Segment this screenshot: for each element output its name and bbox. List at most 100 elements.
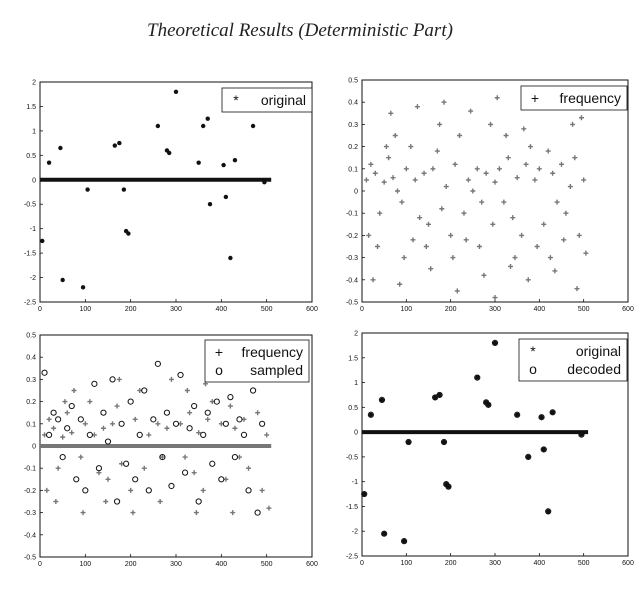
data-point [486,402,491,408]
data-point [541,447,546,452]
data-point [432,395,438,400]
data-point [439,206,445,212]
data-point [195,498,202,505]
data-point [227,394,234,401]
y-tick-label: 0.1 [348,166,358,173]
y-tick-label: 2 [32,80,36,87]
data-point [527,144,533,150]
data-point [491,339,499,347]
data-point [157,499,163,504]
y-tick-label: 0.4 [348,100,358,107]
data-point [406,439,411,445]
data-point [254,509,261,516]
data-point [410,237,416,243]
x-tick-label: 400 [215,561,227,568]
data-point [405,438,412,446]
data-point [476,244,482,249]
data-point [539,415,544,420]
data-point [536,166,542,172]
data-point [474,374,481,381]
data-point [505,155,511,161]
data-point [514,412,520,417]
data-point [250,123,256,129]
data-point [130,510,136,516]
y-tick-label: -0.2 [346,233,358,240]
data-point [95,465,103,472]
legend: + frequency [520,85,628,111]
data-point [44,487,50,493]
data-point [362,491,367,497]
data-point [201,123,206,129]
legend: + frequency o sampled [204,339,310,383]
data-point [494,95,500,101]
data-point [207,202,213,207]
data-point [525,453,532,460]
data-point [578,115,584,121]
data-point [567,184,573,190]
data-point [46,160,52,165]
data-point [581,177,587,183]
data-point [112,143,118,148]
y-tick-label: -0.3 [24,510,36,517]
series-frequency [40,376,272,516]
data-point [264,432,270,438]
data-point [441,439,447,445]
data-point [383,144,389,150]
data-point [62,399,68,405]
y-tick-label: -0.1 [346,211,358,218]
y-tick-label: 0.3 [26,377,36,384]
legend-box [204,339,310,383]
data-point [550,170,556,176]
data-point [78,454,84,460]
data-point [87,399,93,405]
x-tick-label: 0 [360,560,364,567]
data-point [401,255,407,261]
y-tick-label: -2.5 [346,554,358,561]
data-point [514,175,520,181]
y-tick-label: 0.5 [348,78,358,85]
data-point [434,148,440,154]
data-point [468,108,474,114]
data-point [60,434,66,440]
y-tick-label: 1.5 [348,355,358,362]
data-point [446,484,451,489]
legend-label: sampled [250,362,303,378]
x-tick-label: 300 [170,306,182,313]
legend-symbol: o [529,361,537,377]
data-point [168,376,174,382]
data-point [574,286,580,292]
data-point [259,487,265,493]
x-tick-label: 600 [622,560,634,567]
data-point [64,410,70,416]
data-point [200,431,207,438]
data-point [437,121,443,127]
data-point [552,268,558,274]
legend-label: original [261,92,306,108]
data-point [550,410,555,415]
y-tick-label: -0.5 [24,202,36,209]
x-tick-label: 500 [261,306,273,313]
data-point [159,454,166,461]
data-point [123,460,130,467]
data-point [191,470,197,476]
data-point [51,425,57,431]
x-tick-label: 400 [215,306,227,313]
y-tick-label: 0.4 [26,355,36,362]
data-point [448,232,454,238]
data-point [521,126,527,132]
data-point [191,402,198,410]
y-tick-label: -2 [30,275,36,282]
y-tick-label: 1 [32,128,36,135]
series-original [362,340,589,544]
data-point [463,237,469,243]
data-point [86,431,93,438]
data-point [100,409,107,416]
data-point [85,187,90,192]
data-point [421,170,427,176]
data-point [417,215,423,221]
data-point [428,266,434,272]
data-point [532,177,538,183]
data-point [583,250,589,256]
data-point [445,483,452,490]
y-tick-label: -1 [30,226,36,233]
